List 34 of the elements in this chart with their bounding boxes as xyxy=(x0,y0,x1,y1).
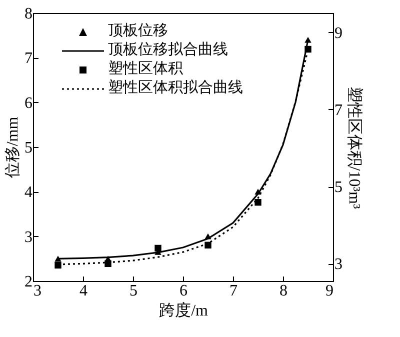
y-tick-label: 4 xyxy=(24,184,32,202)
point xyxy=(54,256,62,262)
point xyxy=(304,36,312,43)
point xyxy=(154,244,162,252)
y-axis-title: 位移/mm xyxy=(4,116,22,178)
y-tick-label: 3 xyxy=(24,228,32,246)
y-tick-label: 7 xyxy=(24,50,32,68)
point xyxy=(104,256,112,262)
legend-label: 顶板位移 xyxy=(108,22,168,41)
y-tick-label: 2 xyxy=(24,274,32,290)
x-tick-label: 6 xyxy=(180,282,188,300)
point xyxy=(254,198,262,206)
x-tick-label: 5 xyxy=(130,282,138,300)
point xyxy=(304,46,312,53)
y-tick-label: 5 xyxy=(24,140,32,156)
x-tick-label: 9 xyxy=(326,282,334,300)
point xyxy=(204,233,212,240)
x-tick-label: 7 xyxy=(230,282,238,300)
y2-tick-label: 3 xyxy=(334,256,342,274)
legend-label: 塑性区体积 xyxy=(108,60,183,79)
legend-label: 塑性区体积拟合曲线 xyxy=(108,79,243,98)
point xyxy=(204,242,212,248)
y2-tick-label: 7 xyxy=(334,102,342,119)
x-axis-title: 跨度/m xyxy=(159,302,208,320)
y-tick-label: 8 xyxy=(24,6,32,22)
legend-label: 顶板位移拟合曲线 xyxy=(108,41,228,60)
point xyxy=(254,188,262,195)
x-tick-label: 8 xyxy=(280,282,288,300)
y-tick-label: 6 xyxy=(24,94,32,112)
y2-axis-title: 塑性区体积/10³m³ xyxy=(346,86,364,209)
y2-tick-label: 9 xyxy=(334,24,342,42)
x-tick-label: 4 xyxy=(80,282,88,300)
point xyxy=(54,262,62,269)
y2-tick-label: 5 xyxy=(334,179,342,196)
